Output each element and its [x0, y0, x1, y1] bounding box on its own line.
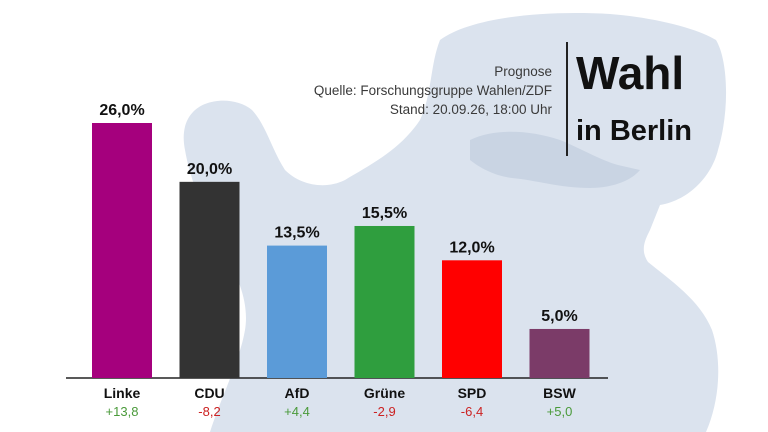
title-divider: [566, 42, 568, 156]
bar-afd: [267, 245, 327, 378]
value-label-grüne: 15,5%: [362, 205, 407, 222]
category-label-bsw: BSW: [543, 385, 576, 401]
change-label-cdu: -8,2: [198, 404, 220, 419]
value-label-afd: 13,5%: [274, 225, 319, 242]
bars-group: 26,0% Linke +13,8 20,0% CDU -8,2 13,5% AfD +4,4 1…: [92, 102, 590, 419]
brand-subtitle: in Berlin: [576, 115, 693, 147]
value-label-bsw: 5,0%: [541, 308, 577, 325]
change-label-grüne: -2,9: [373, 404, 395, 419]
info-stand: Stand: 20.09.26, 18:00 Uhr: [389, 102, 552, 117]
brand-title: Wahl: [576, 47, 685, 99]
bar-spd: [442, 260, 502, 378]
value-label-cdu: 20,0%: [187, 161, 232, 178]
bar-grüne: [354, 225, 415, 378]
change-label-bsw: +5,0: [547, 404, 573, 419]
bar-linke: [92, 123, 152, 378]
bar-cdu: [179, 181, 240, 378]
category-label-linke: Linke: [104, 385, 141, 401]
category-label-grüne: Grüne: [364, 385, 405, 401]
category-label-spd: SPD: [458, 385, 487, 401]
info-prognose: Prognose: [494, 64, 552, 79]
bar-bsw: [529, 328, 590, 378]
info-source: Quelle: Forschungsgruppe Wahlen/ZDF: [313, 83, 552, 98]
value-label-spd: 12,0%: [449, 239, 494, 256]
change-label-afd: +4,4: [284, 404, 310, 419]
change-label-linke: +13,8: [106, 404, 139, 419]
category-label-cdu: CDU: [194, 385, 224, 401]
category-label-afd: AfD: [285, 385, 310, 401]
change-label-spd: -6,4: [461, 404, 483, 419]
value-label-linke: 26,0%: [99, 102, 144, 119]
